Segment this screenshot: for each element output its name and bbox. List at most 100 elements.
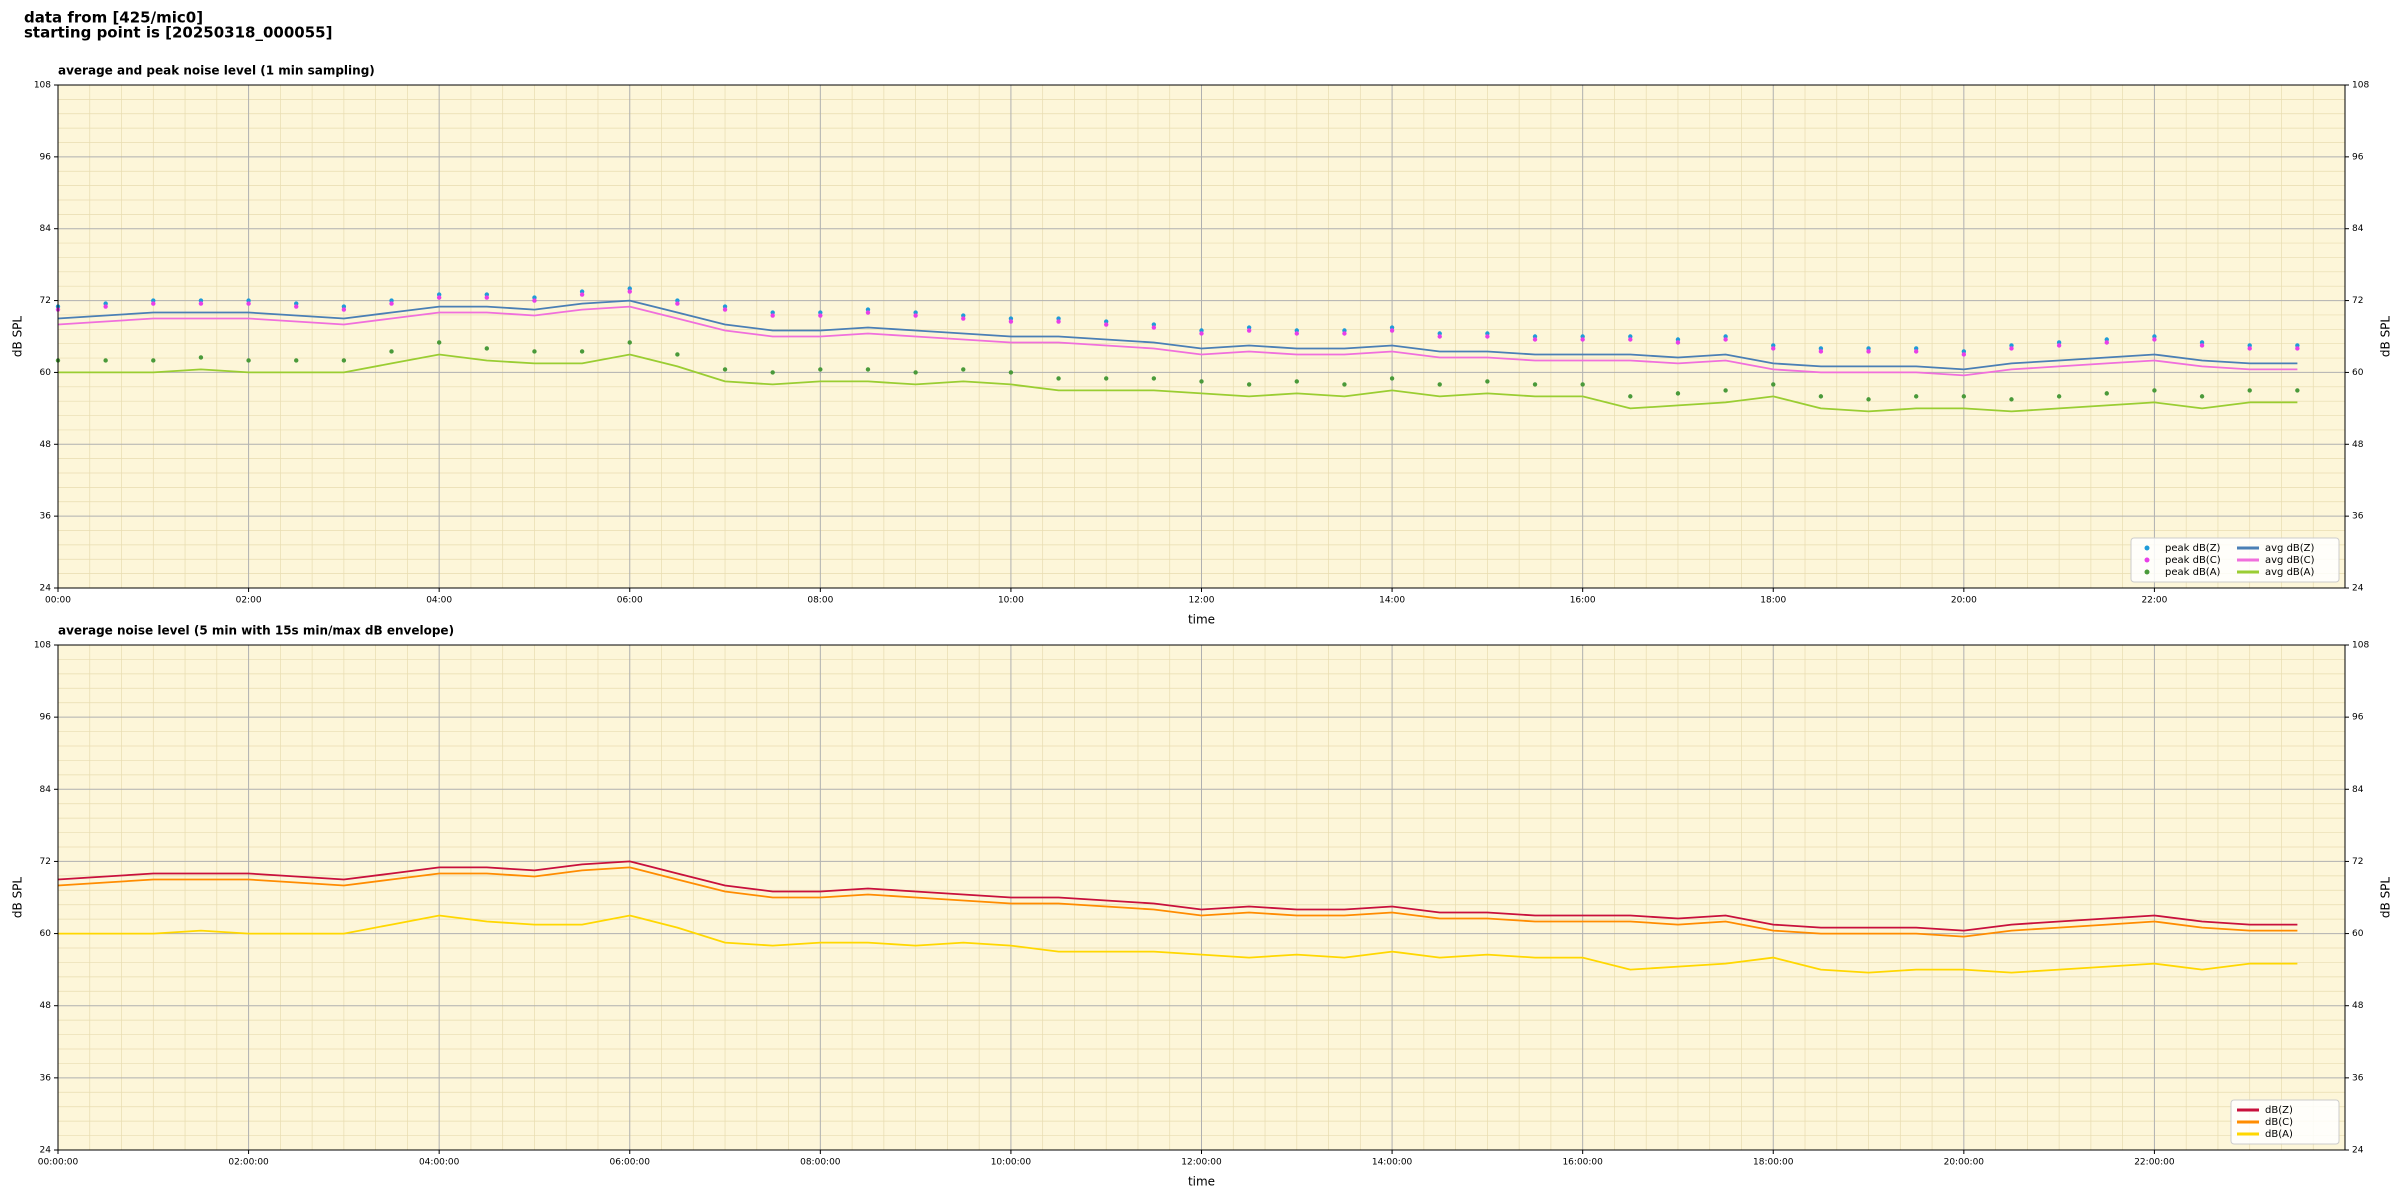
- peak-dot: [1437, 382, 1442, 387]
- y-tick-label: 84: [40, 785, 52, 795]
- y-tick-label: 36: [2352, 512, 2364, 522]
- peak-dot: [1675, 391, 1681, 396]
- legend-label: avg dB(Z): [2265, 543, 2315, 554]
- peak-dot: [1199, 331, 1204, 336]
- peak-dot: [151, 358, 156, 363]
- y-tick-label: 24: [40, 1146, 52, 1156]
- x-tick-label: 08:00:00: [800, 1158, 841, 1168]
- peak-dot: [1771, 382, 1776, 387]
- peak-dot: [341, 358, 347, 363]
- x-tick-label: 12:00: [1189, 596, 1215, 606]
- peak-dot: [1199, 379, 1204, 384]
- peak-dot: [1961, 352, 1967, 357]
- x-tick-label: 02:00:00: [228, 1158, 269, 1168]
- peak-dot: [1913, 394, 1919, 399]
- x-tick-label: 14:00:00: [1372, 1158, 1413, 1168]
- peak-dot: [2152, 337, 2157, 342]
- y-axis-label: dB SPL: [11, 877, 25, 919]
- peak-dot: [1532, 337, 1538, 342]
- peak-dot: [1485, 379, 1490, 384]
- x-axis-label: time: [1188, 1175, 1215, 1189]
- peak-dot: [865, 310, 871, 315]
- peak-dot: [2009, 346, 2014, 351]
- peak-dot: [1485, 334, 1490, 339]
- y-tick-label: 108: [2352, 81, 2369, 91]
- peak-dot: [913, 313, 918, 318]
- peak-dot: [341, 307, 347, 312]
- x-tick-label: 18:00:00: [1753, 1158, 1794, 1168]
- y-tick-label: 60: [40, 929, 52, 939]
- y-tick-label: 96: [2352, 713, 2364, 723]
- peak-dot: [1104, 376, 1109, 381]
- peak-dot: [1437, 334, 1442, 339]
- peak-dot: [246, 301, 251, 306]
- y-tick-label: 72: [2352, 296, 2363, 306]
- peak-dot: [2247, 346, 2252, 351]
- y-tick-label: 48: [2352, 1001, 2364, 1011]
- y-tick-label: 84: [40, 224, 52, 234]
- peak-dot: [675, 352, 680, 357]
- plot-frame: [57, 644, 2346, 1151]
- series-line: [57, 305, 2298, 377]
- legend-label: avg dB(A): [2265, 567, 2315, 578]
- peak-dot: [675, 301, 680, 306]
- legend-marker: [2144, 569, 2150, 575]
- peak-dot: [627, 289, 632, 294]
- peak-dot: [484, 295, 490, 300]
- peak-dot: [2009, 397, 2014, 402]
- y-tick-label: 108: [2352, 641, 2369, 651]
- y-tick-label: 84: [2352, 224, 2364, 234]
- peak-dot: [1246, 328, 1252, 333]
- series-line: [58, 353, 2298, 413]
- legend-label: peak dB(Z): [2165, 543, 2221, 554]
- y-tick-label: 84: [2352, 785, 2364, 795]
- x-axis-label: time: [1188, 613, 1215, 627]
- peak-dot: [818, 313, 823, 318]
- peak-dot: [1151, 325, 1157, 330]
- x-tick-label: 04:00: [426, 596, 452, 606]
- y-tick-label: 96: [2352, 152, 2364, 162]
- y-tick-label: 108: [34, 641, 51, 651]
- x-tick-label: 18:00: [1760, 596, 1786, 606]
- y-tick-label: 72: [40, 857, 51, 867]
- y-axis-label: dB SPL: [2379, 877, 2393, 919]
- series-line: [57, 866, 2298, 938]
- peak-dot: [1818, 349, 1824, 354]
- peak-dot: [2104, 340, 2109, 345]
- x-tick-label: 06:00:00: [610, 1158, 651, 1168]
- peak-dot: [532, 298, 537, 303]
- peak-dot: [1294, 331, 1299, 336]
- peak-dot: [2199, 343, 2205, 348]
- legend-label: peak dB(C): [2165, 555, 2221, 566]
- y-tick-label: 48: [40, 440, 52, 450]
- peak-dot: [198, 355, 204, 360]
- series-line: [57, 860, 2298, 932]
- peak-dot: [818, 367, 823, 372]
- peak-dot: [1294, 379, 1299, 384]
- peak-dot: [1008, 319, 1014, 324]
- peak-dot: [1151, 376, 1157, 381]
- peak-dot: [1056, 376, 1061, 381]
- y-axis-label: dB SPL: [2379, 316, 2393, 358]
- plot-frame: [57, 84, 2346, 589]
- peak-dot: [1342, 382, 1347, 387]
- peak-dot: [865, 367, 871, 372]
- x-tick-label: 00:00:00: [38, 1158, 79, 1168]
- y-tick-label: 108: [34, 81, 51, 91]
- peak-dot: [1389, 376, 1395, 381]
- peak-dot: [579, 292, 585, 297]
- peak-dot: [484, 346, 490, 351]
- peak-dot: [1771, 346, 1776, 351]
- y-tick-label: 24: [2352, 584, 2364, 594]
- y-tick-label: 72: [2352, 857, 2363, 867]
- peak-dot: [1961, 394, 1967, 399]
- y-tick-label: 36: [2352, 1073, 2364, 1083]
- peak-dot: [246, 358, 251, 363]
- peak-dot: [2247, 388, 2252, 393]
- peak-dot: [913, 370, 918, 375]
- peak-dot: [1532, 382, 1538, 387]
- x-tick-label: 20:00: [1951, 596, 1977, 606]
- peak-dot: [961, 367, 966, 372]
- legend-label: dB(Z): [2265, 1105, 2293, 1116]
